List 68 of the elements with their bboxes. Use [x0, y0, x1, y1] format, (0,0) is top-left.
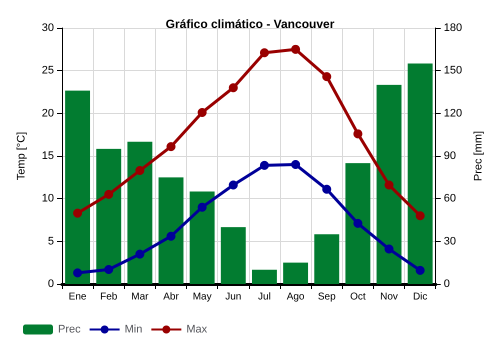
- x-tick-label: Oct: [350, 292, 366, 302]
- x-tick-label: Dic: [412, 292, 428, 302]
- bar: [190, 192, 215, 284]
- x-tick-label: May: [192, 292, 212, 302]
- y-tick-label: 15: [42, 150, 54, 162]
- y2-tick-label: 30: [444, 235, 456, 248]
- bar: [65, 90, 90, 284]
- x-tick-label: Feb: [100, 292, 118, 302]
- point: [322, 184, 332, 194]
- y2-tick-label: 0: [444, 278, 450, 290]
- y2-axis-title: Prec [mm]: [472, 130, 484, 182]
- point: [291, 160, 300, 170]
- bar: [345, 163, 370, 284]
- bar: [408, 64, 433, 284]
- x-tick-label: Ene: [68, 292, 87, 302]
- y2-tick-label: 180: [444, 22, 462, 34]
- bar: [252, 270, 277, 284]
- point: [260, 48, 269, 58]
- bar: [314, 234, 340, 284]
- point: [228, 83, 238, 92]
- x-tick-label: Mar: [131, 292, 150, 302]
- y-axis-title: Temp [°C]: [16, 132, 28, 180]
- bar: [158, 177, 184, 284]
- point: [228, 180, 238, 190]
- point: [166, 232, 176, 241]
- bar: [220, 227, 246, 284]
- y-tick-label: 20: [42, 107, 54, 120]
- x-tick-label: Jun: [225, 292, 242, 302]
- point: [73, 208, 82, 218]
- point: [384, 180, 394, 190]
- bar: [127, 142, 152, 284]
- point: [166, 142, 176, 152]
- point: [198, 202, 207, 212]
- y2-tick-label: 120: [444, 107, 462, 120]
- y-tick-label: 10: [42, 192, 54, 205]
- point: [104, 264, 114, 274]
- y-tick-label: 25: [42, 64, 54, 77]
- point: [353, 218, 362, 228]
- x-tick-label: Ago: [286, 292, 305, 302]
- point: [384, 244, 394, 254]
- bar: [283, 262, 308, 284]
- point: [416, 211, 425, 220]
- legend-label: Prec: [58, 324, 82, 336]
- x-tick-label: Nov: [380, 292, 398, 302]
- point: [198, 108, 207, 117]
- x-tick-label: Sep: [318, 292, 336, 302]
- point: [104, 190, 114, 199]
- y-tick-label: 5: [48, 235, 54, 248]
- point: [353, 129, 362, 138]
- x-tick-label: Jul: [258, 292, 271, 302]
- y-tick-label: 30: [42, 22, 54, 34]
- y2-tick-label: 150: [444, 64, 462, 77]
- chart-title: Gráfico climático - Vancouver: [166, 17, 335, 31]
- y-tick-label: 0: [48, 278, 54, 290]
- legend-label: Max: [186, 324, 208, 336]
- point: [135, 250, 144, 259]
- point: [135, 166, 144, 176]
- point: [416, 266, 425, 275]
- point: [73, 268, 82, 278]
- point: [260, 160, 269, 170]
- legend-label: Min: [124, 324, 142, 336]
- x-tick-label: Abr: [163, 292, 180, 302]
- point: [322, 72, 332, 82]
- bar: [96, 148, 122, 284]
- bar: [376, 84, 402, 284]
- point: [291, 44, 300, 54]
- y2-tick-label: 60: [444, 192, 456, 205]
- y2-tick-label: 90: [444, 150, 456, 162]
